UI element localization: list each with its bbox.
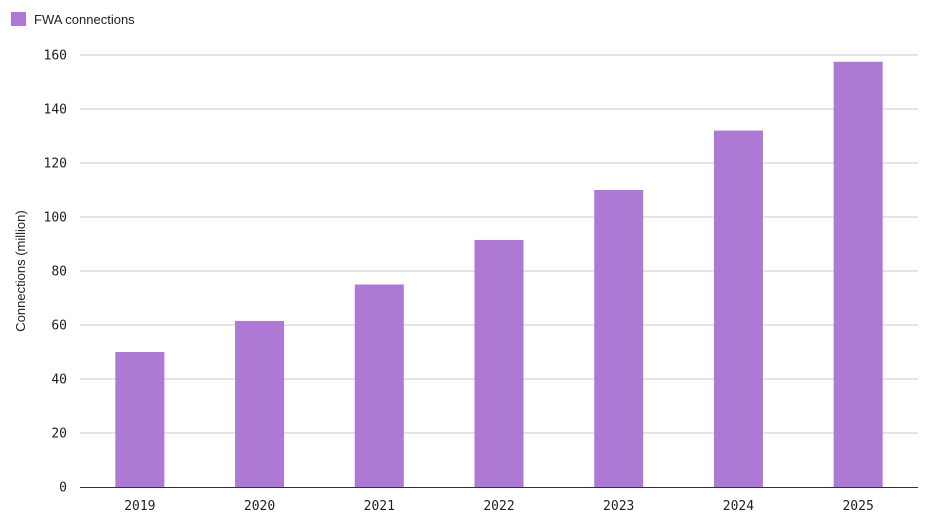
x-tick-label: 2020: [244, 499, 275, 514]
x-tick-label: 2024: [723, 499, 754, 514]
bar-2025: [833, 61, 883, 487]
x-tick-label: 2023: [603, 499, 634, 514]
legend-label: FWA connections: [34, 12, 135, 27]
legend: FWA connections: [11, 12, 135, 27]
x-axis-ticks: 2019 2020 2021 2022 2023 2024 2025: [124, 499, 874, 514]
y-tick-label: 40: [51, 373, 67, 388]
y-tick-label: 100: [44, 211, 67, 226]
legend-swatch: [11, 12, 26, 26]
bar-2022: [474, 239, 524, 487]
bar-2023: [594, 190, 644, 487]
y-axis-title: Connections (million): [13, 210, 28, 331]
y-tick-label: 80: [51, 265, 67, 280]
y-tick-label: 20: [51, 427, 67, 442]
x-tick-label: 2025: [842, 499, 873, 514]
y-tick-label: 120: [44, 157, 67, 172]
y-tick-label: 60: [51, 319, 67, 334]
bar-2024: [713, 130, 763, 487]
y-tick-label: 160: [44, 49, 67, 64]
x-tick-label: 2019: [124, 499, 155, 514]
x-tick-label: 2021: [364, 499, 395, 514]
x-tick-label: 2022: [483, 499, 514, 514]
bars: [115, 61, 883, 487]
bar-2021: [354, 284, 404, 487]
bar-2019: [115, 352, 165, 487]
y-tick-label: 0: [59, 481, 67, 496]
y-axis-ticks: 0 20 40 60 80 100 120 140 160: [44, 49, 67, 496]
bar-2020: [235, 320, 285, 487]
y-tick-label: 140: [44, 103, 67, 118]
